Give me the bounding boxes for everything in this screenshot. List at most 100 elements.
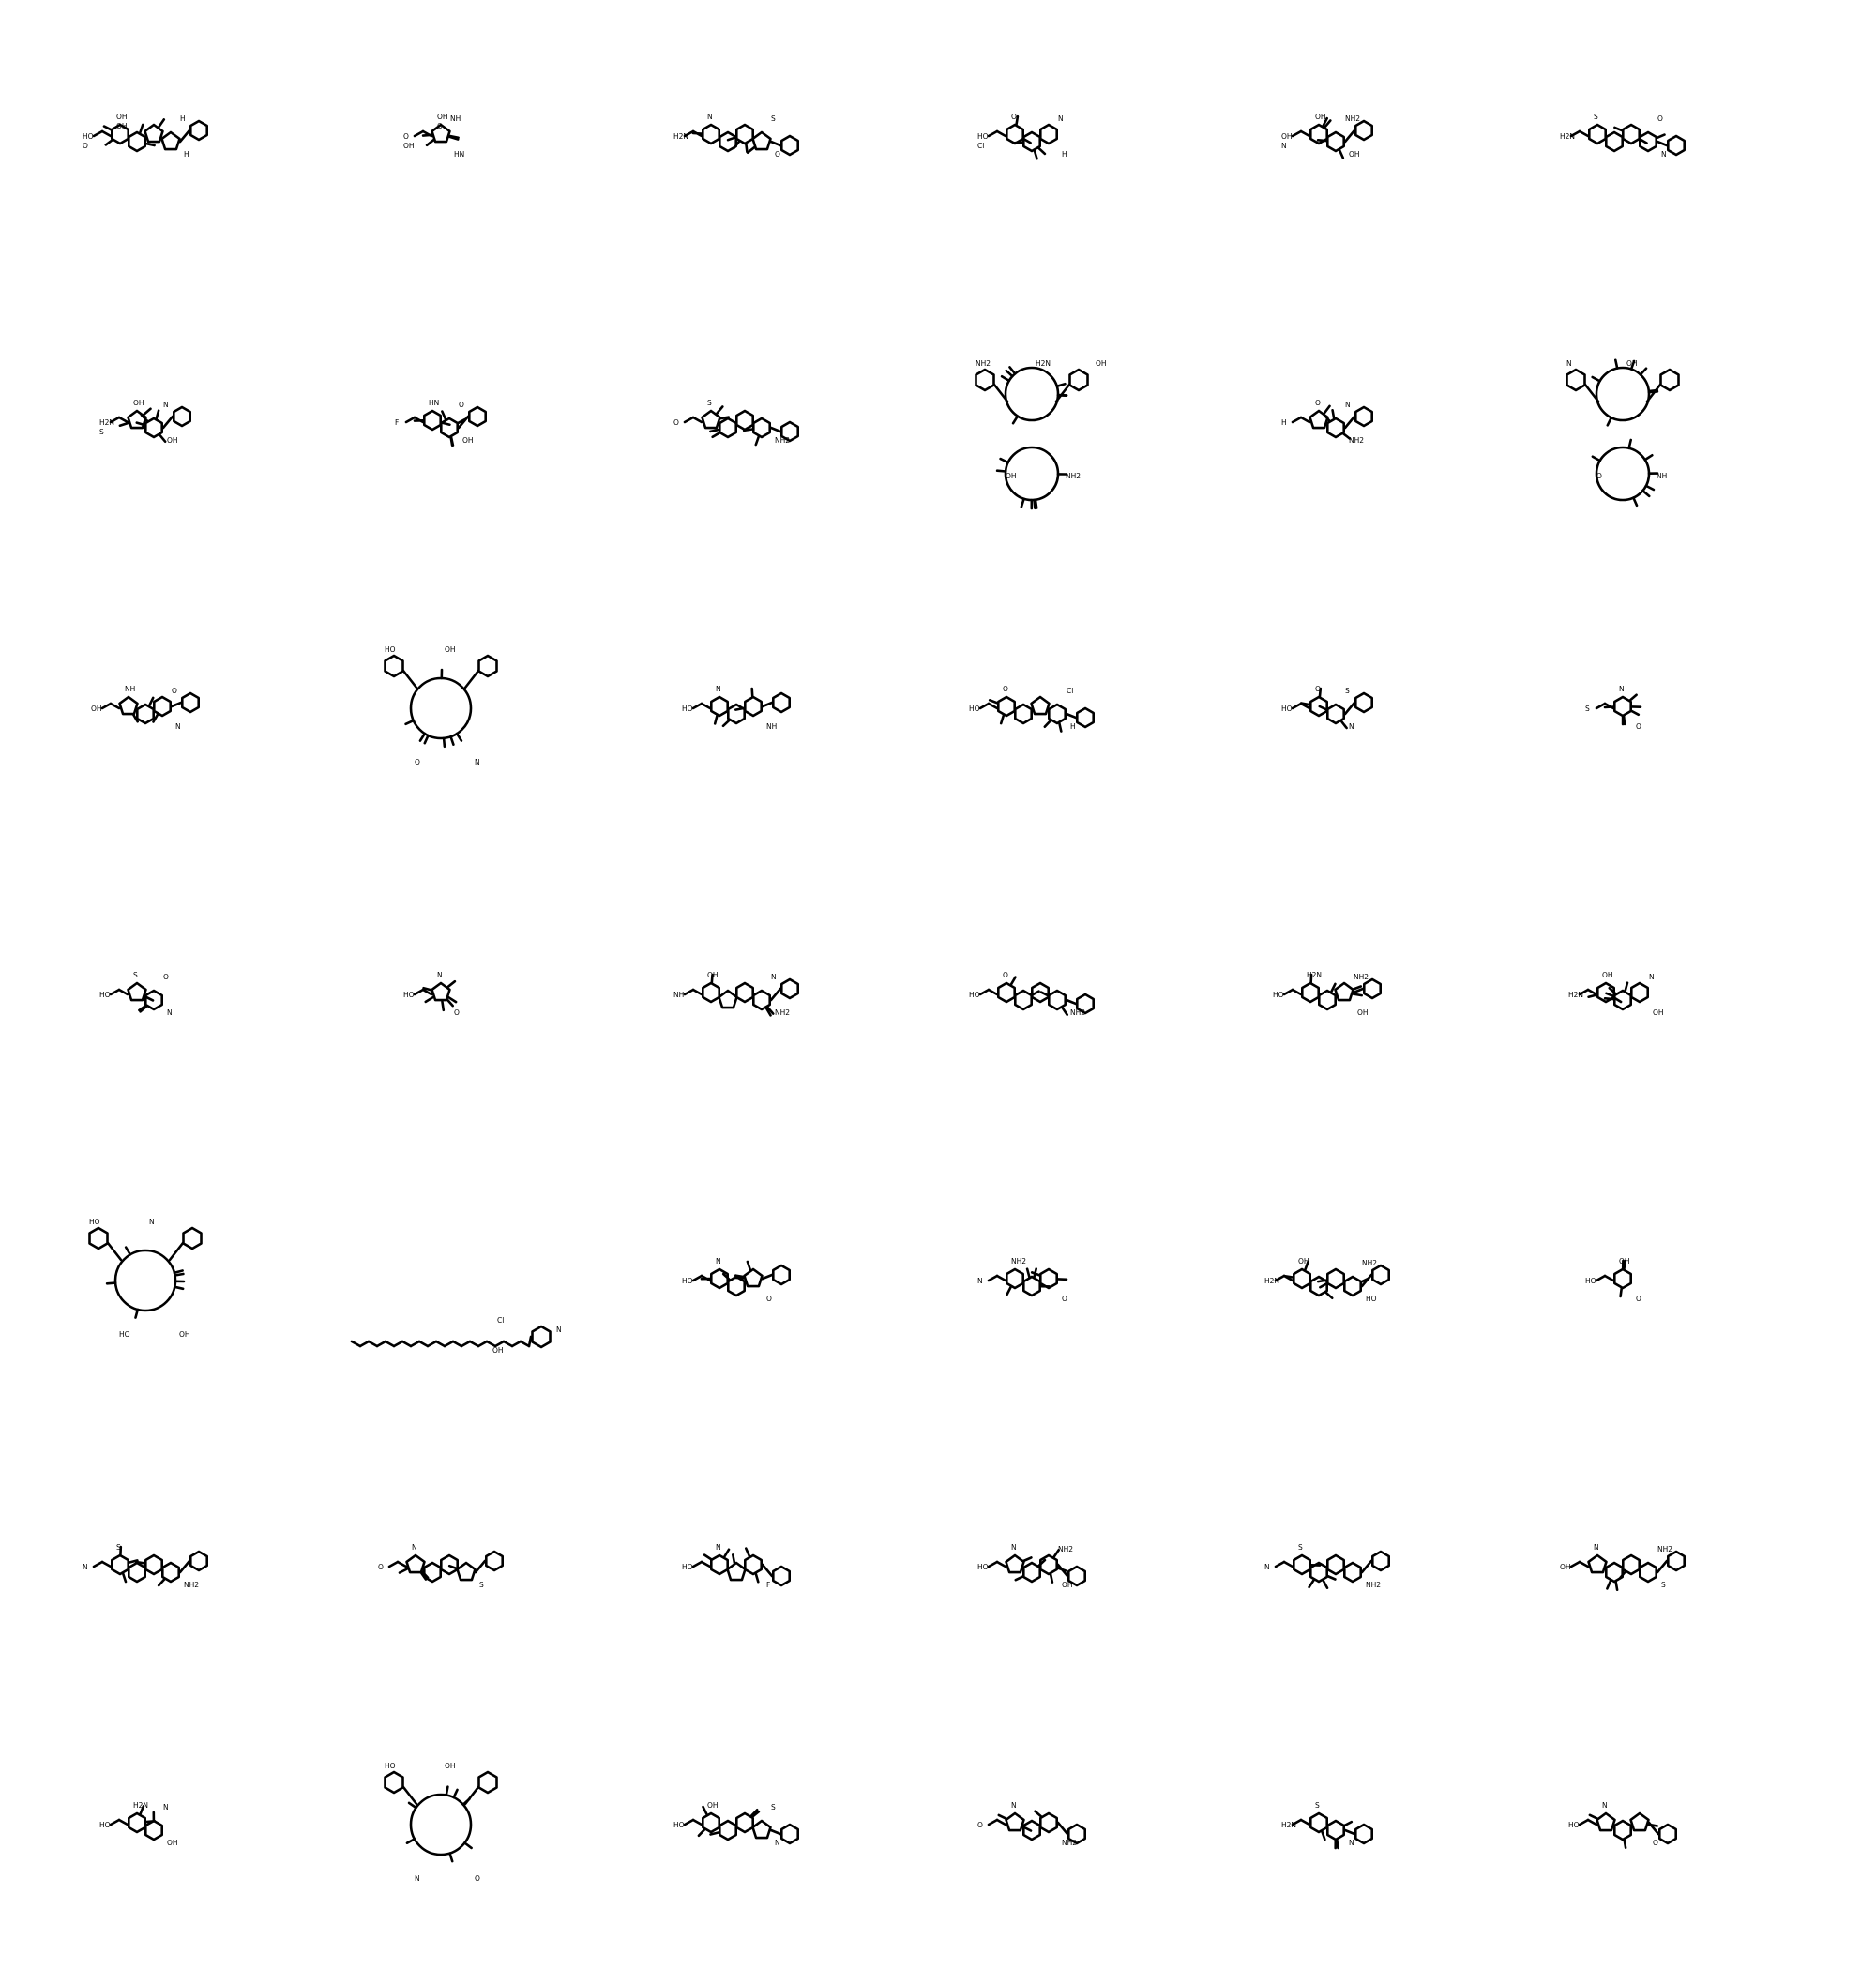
atom-label: N	[1649, 973, 1655, 981]
atom-label: NH2	[1345, 114, 1360, 123]
atom-label: O	[437, 122, 443, 130]
bond	[126, 1248, 130, 1255]
bond	[94, 1562, 102, 1567]
ring	[190, 121, 206, 140]
bond	[425, 735, 429, 743]
bond	[1630, 695, 1637, 701]
atom-label: NH2	[775, 1008, 790, 1017]
bond	[1309, 1580, 1314, 1587]
bond	[771, 1830, 780, 1834]
atom-label: N	[83, 1563, 88, 1571]
atom-label: OH	[179, 1330, 190, 1339]
atom-label: HO	[83, 132, 94, 141]
ring	[719, 418, 735, 437]
atom-label: N	[1349, 1839, 1354, 1847]
bond	[980, 704, 989, 708]
bond	[476, 1561, 485, 1572]
ring	[976, 370, 994, 390]
bond	[1011, 977, 1016, 985]
ring	[1355, 1825, 1371, 1843]
bond	[989, 131, 997, 136]
bond	[478, 1341, 487, 1346]
bond	[442, 423, 450, 425]
bond	[149, 698, 153, 705]
ring	[719, 991, 737, 1008]
atom-label: N	[716, 1543, 721, 1552]
bond	[1318, 1280, 1326, 1282]
bond	[699, 1829, 704, 1836]
bond	[159, 119, 164, 126]
atom-label: O	[1657, 114, 1663, 123]
atom-label: N	[1602, 1801, 1608, 1810]
ring	[1355, 121, 1371, 140]
atom-label: H2N	[1307, 971, 1322, 979]
bond	[403, 1787, 416, 1804]
atom-label: O	[673, 418, 679, 427]
bond	[989, 1820, 997, 1825]
bond	[771, 142, 780, 145]
bond	[1345, 417, 1354, 428]
atom-label: N	[1349, 722, 1354, 731]
atom-label: HO	[119, 1330, 130, 1339]
bond	[748, 1262, 750, 1270]
atom-label: O	[1636, 722, 1642, 731]
bond	[163, 417, 173, 428]
ring	[1355, 693, 1371, 712]
ring	[1302, 983, 1318, 1002]
bond	[1035, 1269, 1036, 1278]
bond	[1023, 1557, 1031, 1561]
bond	[453, 1341, 461, 1346]
atom-label: NH2	[1058, 1545, 1073, 1553]
bond	[352, 1341, 360, 1346]
atom-label: HO	[403, 991, 415, 999]
atom-label: H	[1281, 418, 1287, 427]
atom-label: Cl	[977, 142, 984, 150]
ring	[753, 132, 771, 149]
atom-label: OH	[1602, 971, 1613, 979]
bond	[1337, 1840, 1338, 1848]
bond	[989, 990, 997, 994]
atom-label: NH2	[1657, 1545, 1672, 1553]
atom-label: O	[1011, 113, 1017, 121]
atom-label: HO	[385, 645, 396, 654]
bond	[420, 734, 425, 741]
ring	[1589, 125, 1605, 144]
bond	[426, 997, 433, 1002]
ring	[1614, 1821, 1630, 1840]
atom-label: H	[180, 114, 186, 123]
atom-label: O	[1636, 1295, 1642, 1303]
atom-label: O	[459, 401, 464, 409]
bond	[146, 1821, 155, 1822]
bond	[442, 412, 446, 419]
bond	[1284, 990, 1293, 994]
bond	[140, 125, 143, 133]
atom-label: N	[475, 758, 480, 766]
bond	[1608, 417, 1611, 425]
ring	[1659, 1825, 1675, 1843]
bond	[1614, 128, 1622, 130]
ring	[1040, 1555, 1056, 1574]
atom-label: OH	[116, 122, 128, 130]
ring	[1294, 1269, 1309, 1288]
atom-label: OH	[1006, 472, 1017, 480]
atom-label: N	[977, 1277, 983, 1285]
